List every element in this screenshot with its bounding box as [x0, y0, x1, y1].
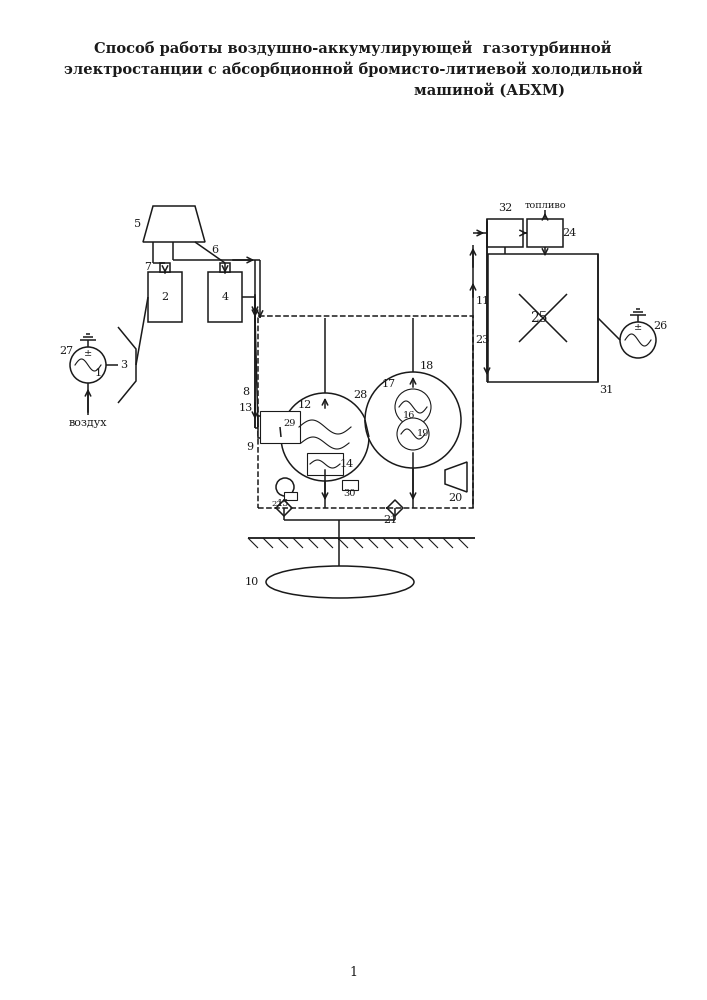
Text: 5: 5	[134, 219, 141, 229]
Text: воздух: воздух	[69, 418, 107, 428]
Text: 23: 23	[475, 335, 489, 345]
Text: 15: 15	[277, 498, 289, 508]
Text: 26: 26	[653, 321, 667, 331]
Text: 1: 1	[95, 368, 102, 378]
Bar	[487, 219, 523, 247]
Bar	[220, 263, 230, 272]
Text: 12: 12	[298, 400, 312, 410]
Text: 1: 1	[349, 966, 357, 978]
Polygon shape	[118, 327, 136, 403]
Text: 7: 7	[144, 262, 151, 272]
Text: электростанции с абсорбционной бромисто-литиевой холодильной: электростанции с абсорбционной бромисто-…	[64, 61, 643, 77]
Text: 24: 24	[562, 228, 576, 238]
Polygon shape	[445, 462, 467, 492]
Circle shape	[70, 347, 106, 383]
Text: 29: 29	[284, 418, 296, 428]
Bar	[148, 272, 182, 322]
Bar	[258, 316, 473, 508]
Text: 30: 30	[343, 489, 355, 498]
Circle shape	[395, 389, 431, 425]
Circle shape	[397, 418, 429, 450]
Text: 22: 22	[271, 500, 282, 508]
Bar	[527, 219, 563, 247]
Text: ±: ±	[84, 349, 92, 358]
Polygon shape	[143, 206, 205, 242]
Text: 11: 11	[476, 296, 490, 306]
Text: 21: 21	[383, 515, 397, 525]
Bar	[160, 263, 170, 272]
Bar	[258, 416, 280, 438]
Text: 31: 31	[599, 385, 613, 395]
Text: ±: ±	[634, 324, 642, 332]
Text: 13: 13	[239, 403, 253, 413]
Bar	[284, 492, 297, 500]
Text: 8: 8	[243, 387, 250, 397]
Text: 28: 28	[353, 390, 367, 400]
Text: 18: 18	[420, 361, 434, 371]
Text: 27: 27	[59, 346, 73, 356]
Text: 10: 10	[245, 577, 259, 587]
Bar	[260, 411, 300, 443]
Text: 32: 32	[498, 203, 512, 213]
Text: 14: 14	[340, 459, 354, 469]
Text: 19: 19	[417, 430, 429, 438]
Circle shape	[365, 372, 461, 468]
Circle shape	[281, 393, 369, 481]
Text: 17: 17	[382, 379, 396, 389]
Text: 20: 20	[448, 493, 462, 503]
Ellipse shape	[266, 566, 414, 598]
Circle shape	[276, 478, 294, 496]
Circle shape	[263, 421, 275, 433]
Bar	[342, 480, 358, 490]
Bar	[307, 453, 343, 475]
Text: 9: 9	[247, 442, 254, 452]
Bar	[208, 272, 242, 322]
Text: топливо: топливо	[524, 202, 566, 211]
Bar	[488, 254, 598, 382]
Text: 16: 16	[403, 410, 415, 420]
Text: Способ работы воздушно-аккумулирующей  газотурбинной: Способ работы воздушно-аккумулирующей га…	[94, 40, 612, 56]
Text: 3: 3	[120, 360, 127, 370]
Text: 25: 25	[530, 311, 548, 325]
Circle shape	[620, 322, 656, 358]
Text: 6: 6	[211, 245, 218, 255]
Text: 2: 2	[161, 292, 168, 302]
Text: машиной (АБХМ): машиной (АБХМ)	[414, 83, 566, 97]
Text: 4: 4	[221, 292, 228, 302]
